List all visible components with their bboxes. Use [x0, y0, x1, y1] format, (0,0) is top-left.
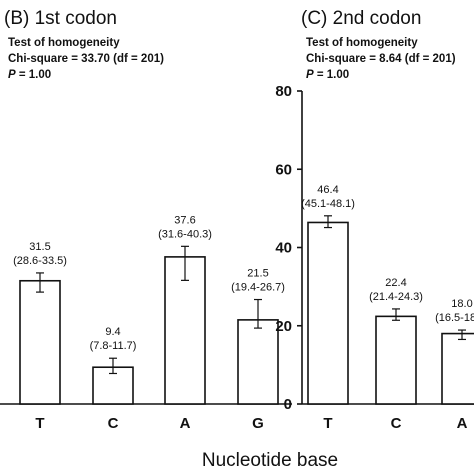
panel-b-bar-A [164, 256, 206, 405]
panel-c-bar-T [307, 221, 349, 405]
panel-c-p-symbol: P [306, 69, 314, 81]
panel-b-category-label: C [108, 415, 119, 432]
panel-b-value-label: 31.5 [29, 241, 50, 253]
panel-c-y-tick-label: 40 [275, 240, 292, 257]
panel-b-ci-label: (31.6-40.3) [158, 228, 212, 240]
panel-c-y-tick-label: 60 [275, 161, 292, 178]
panel-c-category-label: T [323, 415, 332, 432]
panel-b-category-label: T [35, 415, 44, 432]
panel-c-ci-label: (21.4-24.3) [369, 291, 423, 303]
panel-b-p-symbol: P [8, 69, 16, 81]
panel-b-p-number: = 1.00 [16, 69, 52, 81]
panel-b-ci-label: (19.4-26.7) [231, 282, 285, 294]
panel-b-plot: (28.6-33.5) 31.5 T (7.8-11.7) 9.4 C (31.6-40.3… [0, 214, 292, 432]
panel-c-category-label: C [391, 415, 402, 432]
panel-c-y-tick-label: 20 [275, 318, 292, 335]
panel-c-category-label: A [457, 415, 468, 432]
panel-b-test-label: Test of homogeneity [8, 37, 120, 49]
panel-c-value-label: 22.4 [385, 277, 406, 289]
panel-c-p-number: = 1.00 [314, 69, 350, 81]
panel-c-title: (C) 2nd codon [301, 8, 421, 29]
panel-b-bar-G [237, 319, 279, 405]
panel-c-value-label: 18.0 [451, 298, 472, 310]
panel-c-plot: 0 20 40 60 80 (45.1-48.1) 46.4 T (21.4-24.3) 22.4… [275, 83, 474, 432]
panel-c-test-label: Test of homogeneity [306, 37, 418, 49]
panel-c-y-tick-label: 0 [284, 396, 292, 413]
panel-b-value-label: 9.4 [105, 326, 120, 338]
panel-b-category-label: A [180, 415, 191, 432]
panel-c-ci-label: (16.5-18.9) [435, 312, 474, 324]
x-axis-label: Nucleotide base [202, 450, 338, 471]
panel-c-ci-label: (45.1-48.1) [301, 198, 355, 210]
panel-b-chi-square: Chi-square = 33.70 (df = 201) [8, 53, 164, 65]
panel-b-ci-label: (7.8-11.7) [90, 340, 137, 352]
panel-c-chi-square: Chi-square = 8.64 (df = 201) [306, 53, 456, 65]
panel-c-bar-A [441, 332, 474, 405]
panel-b-value-label: 37.6 [174, 214, 195, 226]
panel-b-bar-T [19, 279, 61, 405]
panel-b-title: (B) 1st codon [4, 8, 117, 29]
panel-c-y-tick-label: 80 [275, 83, 292, 100]
panel-c-value-label: 46.4 [317, 184, 338, 196]
panel-b-value-label: 21.5 [247, 268, 268, 280]
panel-c-p-value: P = 1.00 [306, 69, 349, 81]
panel-b-ci-label: (28.6-33.5) [13, 255, 67, 267]
panel-b-p-value: P = 1.00 [8, 69, 51, 81]
panel-b-category-label: G [252, 415, 264, 432]
panel-c-bar-C [375, 315, 417, 405]
